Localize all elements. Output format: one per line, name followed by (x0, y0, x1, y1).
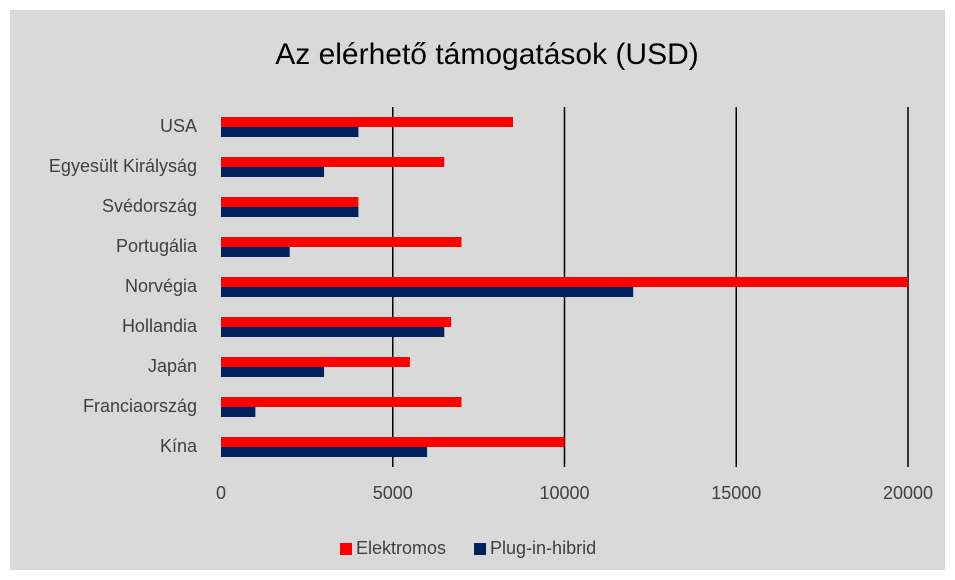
y-tick-label: Svédország (102, 196, 197, 216)
x-tick-label: 10000 (539, 483, 589, 503)
legend-label: Plug-in-hibrid (490, 538, 596, 558)
legend-swatch (340, 543, 352, 555)
bar (221, 167, 325, 177)
bar (221, 247, 290, 257)
x-tick-label: 0 (216, 483, 226, 503)
bar (221, 407, 256, 417)
x-tick-label: 5000 (373, 483, 413, 503)
bar (221, 447, 428, 457)
y-tick-label: Kína (160, 436, 198, 456)
y-tick-label: USA (160, 116, 197, 136)
chart-title: Az elérhető támogatások (USD) (275, 38, 699, 71)
bar (221, 357, 410, 367)
legend-swatch (474, 543, 487, 555)
legend-label: Elektromos (356, 538, 446, 558)
bar (221, 317, 452, 327)
y-tick-label: Egyesült Királyság (49, 156, 197, 176)
bar (221, 437, 565, 447)
y-tick-label: Norvégia (125, 276, 198, 296)
bar (221, 207, 359, 217)
bar (221, 127, 359, 137)
y-tick-label: Japán (148, 356, 197, 376)
bar (221, 237, 462, 247)
bar (221, 157, 445, 167)
bar (221, 287, 634, 297)
bar (221, 397, 462, 407)
bar (221, 277, 908, 287)
y-tick-label: Hollandia (122, 316, 198, 336)
x-tick-label: 15000 (711, 483, 761, 503)
bar (221, 367, 325, 377)
x-tick-label: 20000 (883, 483, 933, 503)
bar (221, 327, 445, 337)
bar (221, 197, 359, 207)
y-tick-label: Portugália (116, 236, 198, 256)
bar (221, 117, 513, 127)
y-tick-label: Franciaország (83, 396, 197, 416)
